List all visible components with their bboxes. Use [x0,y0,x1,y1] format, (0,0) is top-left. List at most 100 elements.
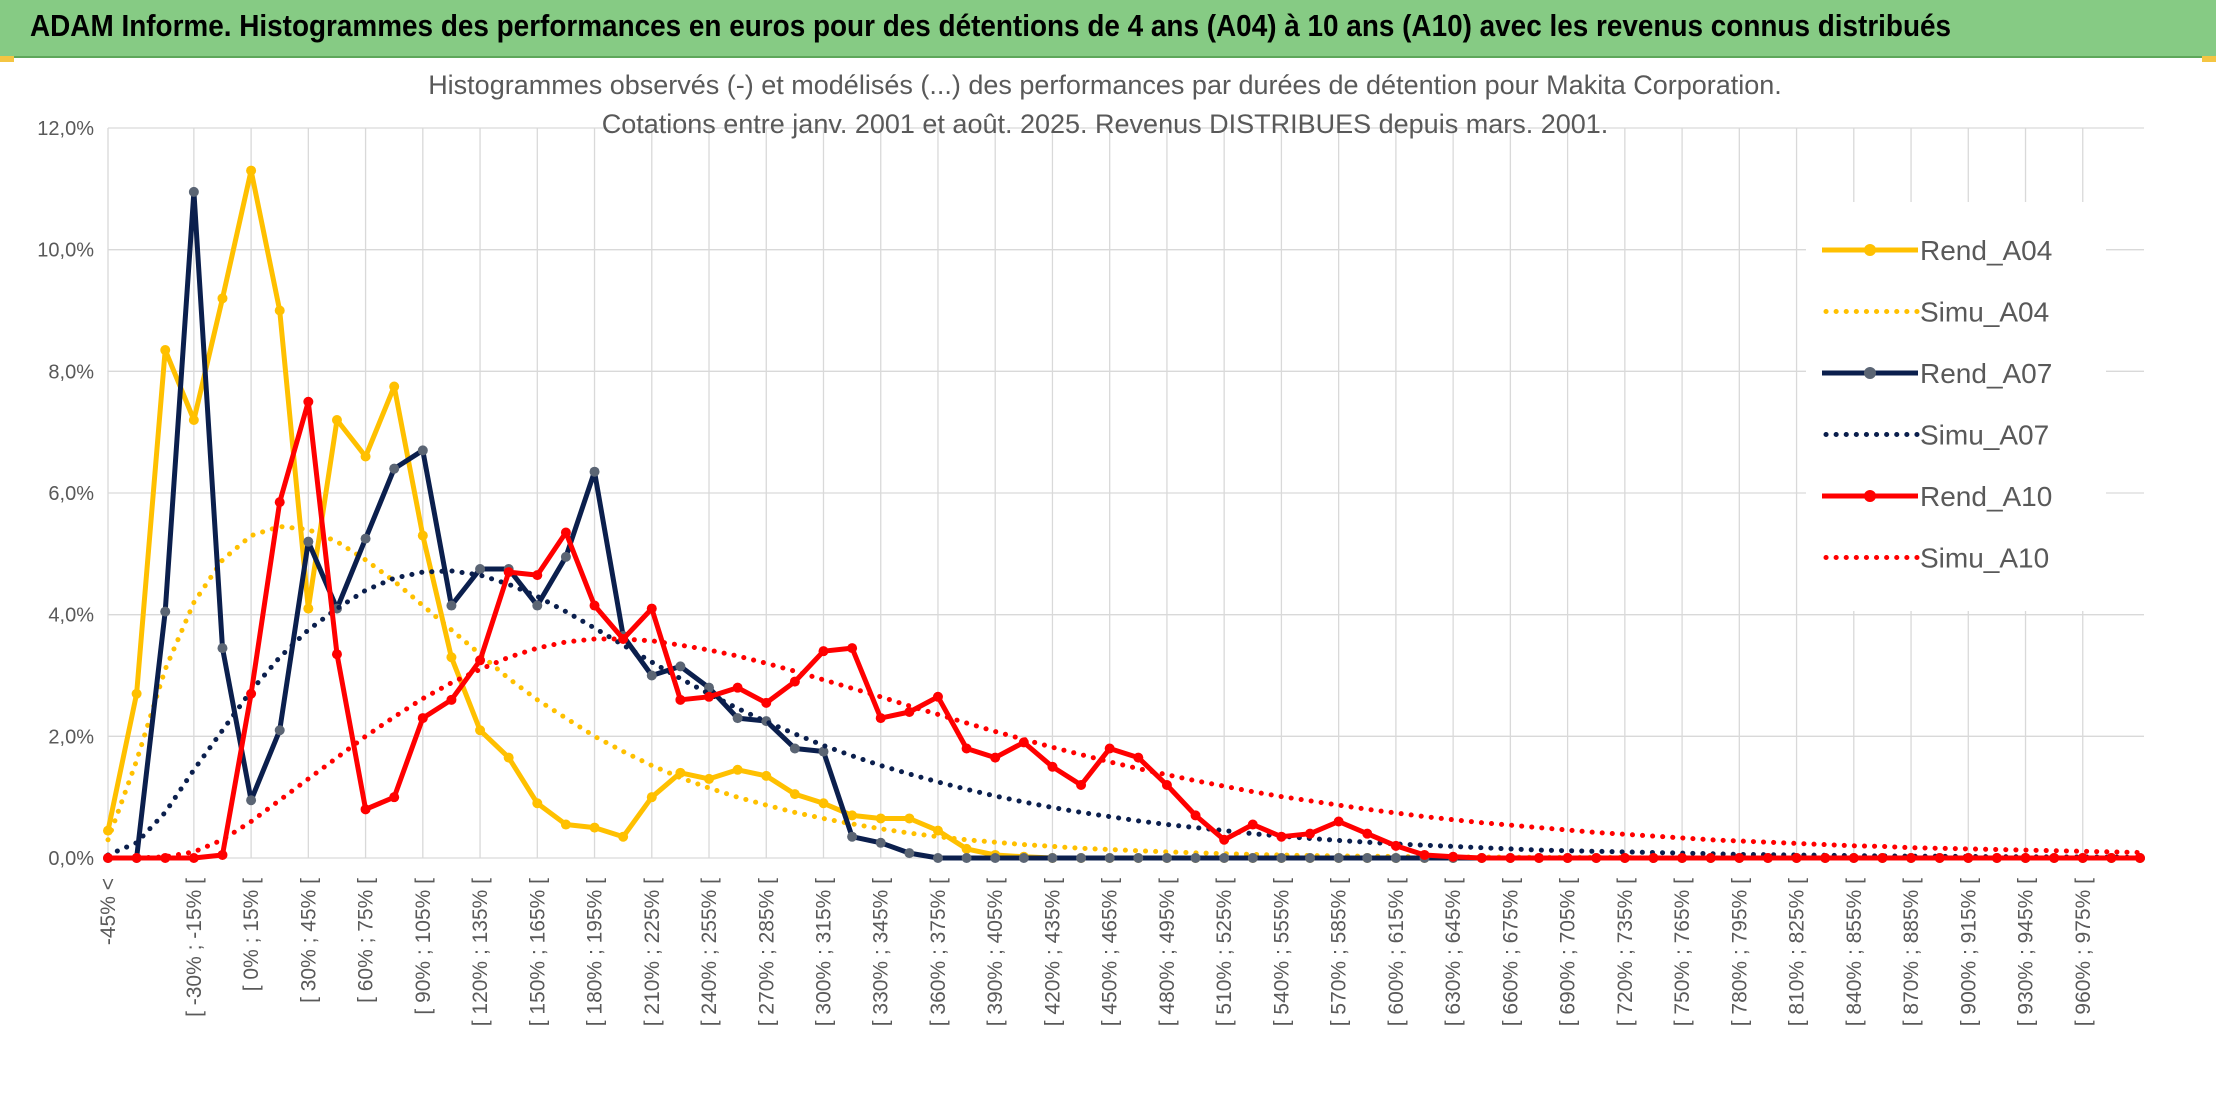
data-point [618,831,629,842]
series-simu-a10 [105,636,2143,861]
data-point [331,415,342,425]
x-tick-label: [ 150% ; 165% [ [526,878,549,1026]
x-tick-label: [ 630% ; 645% [ [1442,878,1465,1026]
legend-marker [1864,490,1876,502]
data-point [217,293,228,304]
data-point [217,643,228,654]
data-point [1133,752,1144,763]
data-point [904,707,915,717]
performance-histogram-chart: 0,0% 2,0% 4,0% 6,0% 8,0% 10,0% 12,0% -45% < [ -3… [37,58,2145,1026]
data-point [1934,853,1945,863]
chart-title-line: Histogrammes observés (-) et modélisés (… [428,70,1782,100]
data-point [961,843,972,854]
x-tick-label: [ 360% ; 375% [ [927,878,950,1026]
data-point [589,466,600,477]
data-point [818,746,829,757]
data-point [389,463,400,474]
legend-label: Simu_A04 [1920,297,2049,328]
data-point [932,691,943,702]
x-tick-label: [ 450% ; 465% [ [1099,878,1122,1026]
data-point [1333,853,1344,863]
data-point [646,670,657,681]
data-point [503,752,514,763]
series-line-simu-a07 [105,568,2143,860]
chart-legend: Rend_A04 Simu_A04 Rend_A07 Simu_A07 Rend_A10… [1806,202,2106,611]
data-point [560,527,571,538]
data-point [1390,853,1401,863]
legend-marker [1864,367,1876,379]
data-point [990,752,1001,763]
legend-label: Simu_A07 [1920,420,2049,451]
x-tick-label: [ 540% ; 555% [ [1270,878,1293,1026]
y-tick-label: 4,0% [48,605,94,627]
data-point [532,798,543,809]
x-tick-label: [ 930% ; 945% [ [2015,878,2038,1026]
x-tick-label: -45% < [97,878,120,945]
data-point [1104,743,1115,754]
x-tick-label: [ 90% ; 105% [ [412,878,435,1015]
data-point [818,646,829,657]
data-point [188,415,199,425]
report-banner: ADAM Informe. Histogrammes des performan… [0,0,2216,58]
x-tick-label: [ 30% ; 45% [ [297,878,320,1003]
data-point [1991,853,2002,863]
chart-series [103,165,2145,863]
data-point [188,853,199,863]
data-point [417,713,428,724]
data-point [1247,819,1258,830]
data-point [990,853,1001,863]
data-point [1161,853,1172,863]
data-point [389,792,400,803]
chart-title-background [420,58,1780,126]
data-point [2135,853,2145,863]
chart-title-block: Histogrammes observés (-) et modélisés (… [420,58,1782,139]
series-line-simu-a10 [105,636,2143,861]
data-point [360,533,371,544]
x-tick-label: [ 810% ; 825% [ [1786,878,1809,1026]
data-point [589,822,600,833]
data-point [160,606,171,617]
data-point [818,798,829,809]
data-point [131,688,142,699]
data-point [2106,853,2117,863]
data-point [1219,834,1230,845]
x-tick-label: [ 900% ; 915% [ [1957,878,1980,1026]
data-point [274,497,285,508]
data-point [1791,853,1802,863]
data-point [1448,851,1459,862]
data-point [1963,853,1974,863]
x-tick-label: [ 780% ; 795% [ [1728,878,1751,1026]
data-point [1219,853,1230,863]
x-tick-label: [ 570% ; 585% [ [1328,878,1351,1026]
data-point [475,564,486,575]
data-point [1505,853,1516,863]
legend-entry-rend-a07: Rend_A07 [1822,358,2052,389]
data-point [1362,828,1373,839]
data-point [446,600,457,611]
x-tick-label: [ 510% ; 525% [ [1213,878,1236,1026]
data-point [789,743,800,754]
y-tick-label: 12,0% [37,118,94,140]
x-tick-label: [ 660% ; 675% [ [1499,878,1522,1026]
data-point [1133,853,1144,863]
legend-label: Simu_A10 [1920,543,2049,574]
legend-entry-simu-a04: Simu_A04 [1823,297,2049,328]
data-point [417,530,428,541]
data-point [1047,853,1058,863]
data-point [847,810,858,821]
data-point [1247,853,1258,863]
data-point [1734,853,1745,863]
x-tick-label: [ 750% ; 765% [ [1671,878,1694,1026]
data-point [503,567,514,578]
x-tick-label: [ 120% ; 135% [ [469,878,492,1026]
x-tick-label: [ 210% ; 225% [ [641,878,664,1026]
data-point [1305,828,1316,839]
x-tick-label: [ 270% ; 285% [ [755,878,778,1026]
data-point [532,600,543,611]
data-point [532,570,543,581]
corner-mark-right [2202,56,2216,62]
data-point [2077,853,2088,863]
x-tick-label: [ 420% ; 435% [ [1041,878,1064,1026]
data-point [303,603,314,614]
data-point [732,682,743,693]
